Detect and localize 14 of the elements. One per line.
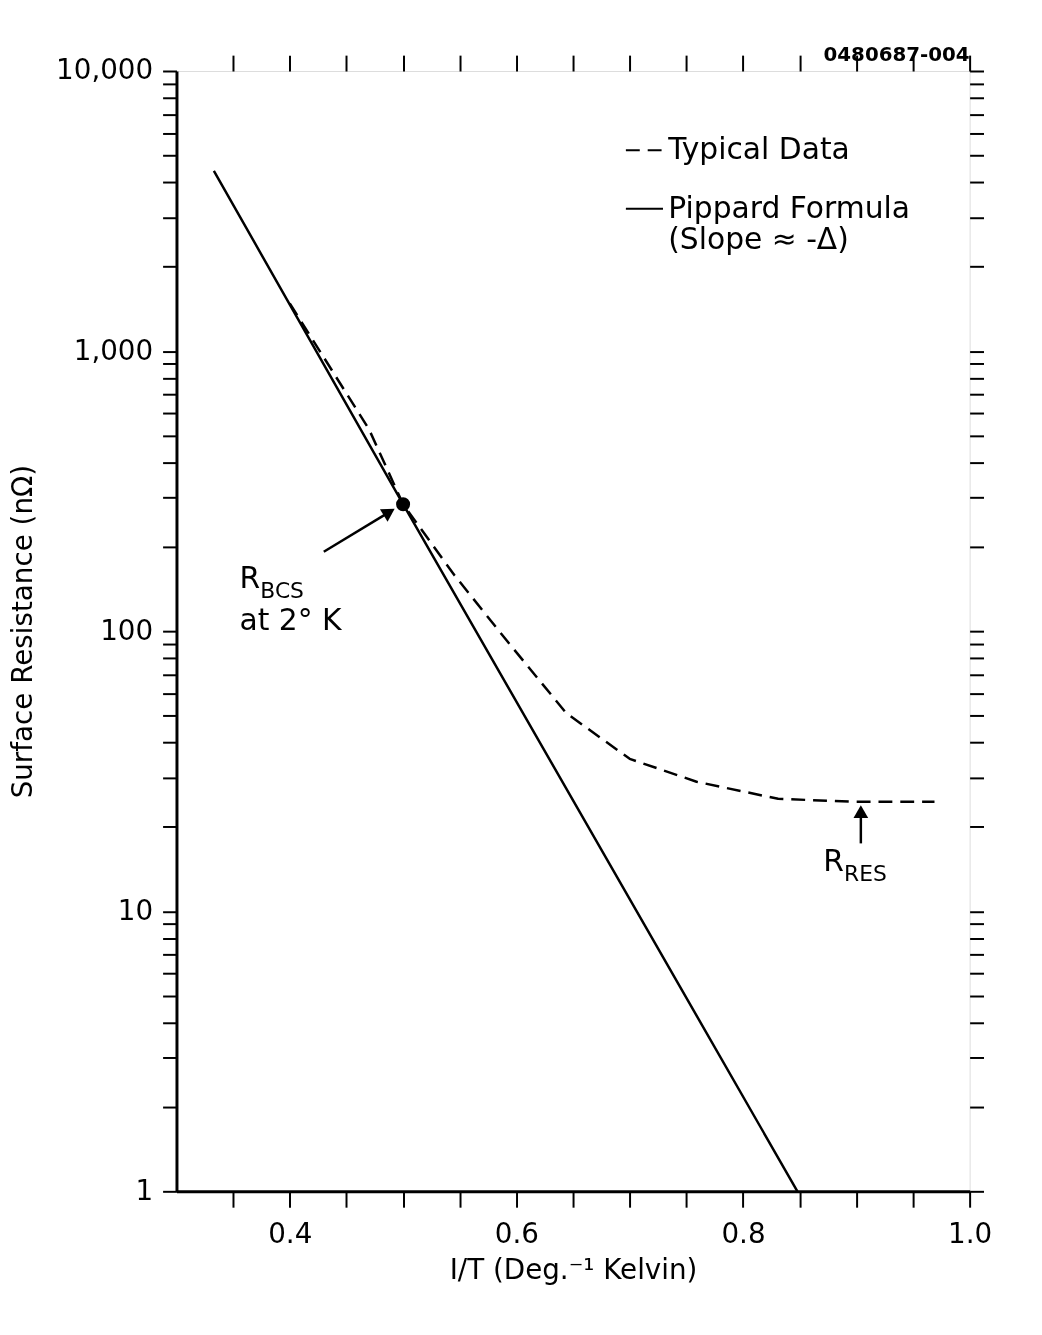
- text: 0480687-004: [823, 43, 970, 67]
- x-tick-label: 1.0: [948, 1217, 993, 1251]
- y-tick-label: 10: [117, 893, 154, 927]
- y-axis-title: Surface Resistance (nΩ): [6, 464, 40, 799]
- y-tick-label: 1: [135, 1173, 154, 1207]
- x-tick-label: 0.6: [494, 1217, 539, 1251]
- x-tick-label: 0.4: [268, 1217, 313, 1251]
- x-tick-label: 0.8: [721, 1217, 766, 1251]
- y-tick-label: 1,000: [73, 333, 154, 367]
- x-axis-title: I/T (Deg.⁻¹ Kelvin): [449, 1253, 698, 1287]
- legend-label: Pippard Formula (Slope ≈ -Δ): [668, 189, 910, 257]
- y-tick-label: 10,000: [56, 53, 154, 87]
- legend-label: Typical Data: [667, 131, 850, 167]
- y-tick-label: 100: [100, 613, 154, 647]
